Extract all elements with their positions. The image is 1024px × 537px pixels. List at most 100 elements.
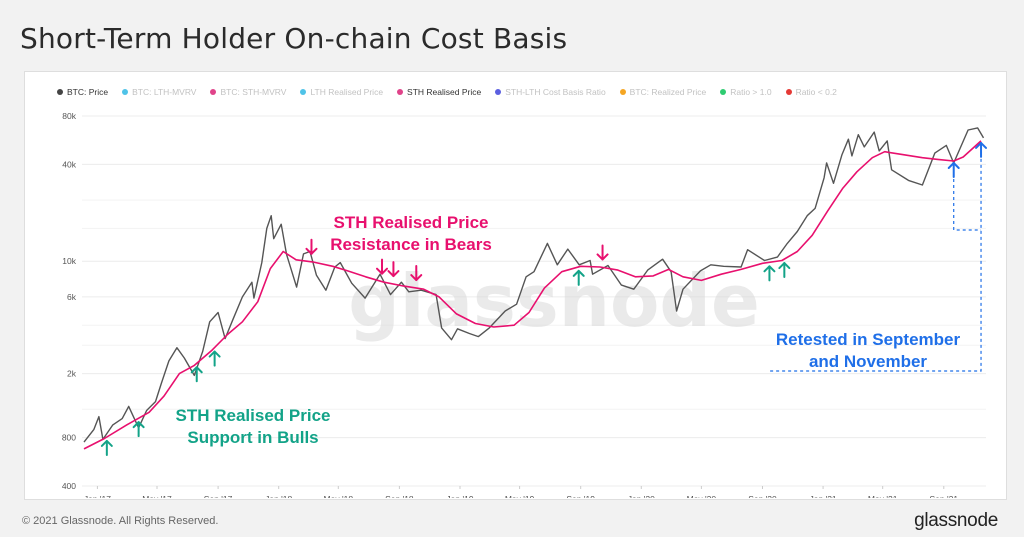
legend-dot-icon — [785, 89, 792, 95]
btc-price-line — [83, 127, 985, 443]
btc-price-point — [796, 231, 798, 233]
arrow-head — [208, 350, 221, 358]
legend-item[interactable]: BTC: STH-MVRV — [210, 87, 286, 97]
y-tick-label: 400 — [62, 481, 76, 491]
btc-price-point — [217, 312, 219, 314]
btc-price-point — [547, 243, 549, 245]
sth-price-point — [83, 448, 85, 450]
sth-price-point — [856, 171, 858, 173]
arrow-head — [596, 253, 609, 261]
arrow-head — [572, 269, 585, 277]
sth-price-point — [269, 268, 271, 270]
sth-price-point — [922, 157, 924, 159]
btc-price-point — [967, 129, 969, 131]
btc-price-point — [83, 441, 85, 443]
sth-price-point — [148, 411, 150, 413]
legend-item[interactable]: Ratio < 0.2 — [785, 87, 837, 97]
btc-price-point — [851, 155, 853, 157]
legend-label: BTC: LTH-MVRV — [132, 87, 197, 97]
btc-price-point — [556, 264, 558, 266]
arrow-head — [100, 439, 113, 447]
sth-price-point — [474, 323, 476, 325]
support-arrow-icon — [572, 269, 585, 286]
y-tick-label: 80k — [62, 111, 76, 121]
arrow-head — [190, 366, 203, 374]
sth-price-point — [513, 324, 515, 326]
btc-price-point — [128, 406, 130, 408]
x-tick-label: Sep '18 — [385, 494, 414, 498]
btc-price-point — [747, 249, 749, 251]
sth-price-point — [953, 160, 955, 162]
legend-item[interactable]: STH Realised Price — [397, 87, 481, 97]
btc-price-point — [764, 260, 766, 262]
btc-price-point — [202, 350, 204, 352]
btc-price-point — [451, 339, 453, 341]
btc-price-point — [183, 357, 185, 359]
btc-price-point — [280, 223, 282, 225]
sth-price-point — [962, 156, 964, 158]
legend-item[interactable]: BTC: Price — [57, 87, 108, 97]
btc-price-point — [390, 294, 392, 296]
btc-price-point — [886, 140, 888, 142]
chart-panel: BTC: Price BTC: LTH-MVRV BTC: STH-MVRV LTH … — [24, 71, 1007, 500]
y-tick-label: 6k — [67, 292, 77, 302]
btc-price-point — [146, 410, 148, 412]
x-tick-label: Sep '19 — [566, 494, 595, 498]
sth-price-point — [740, 268, 742, 270]
btc-price-point — [662, 258, 664, 260]
sth-price-point — [383, 281, 385, 283]
sth-price-point — [365, 276, 367, 278]
sth-price-point — [178, 373, 180, 375]
sth-price-point — [811, 234, 813, 236]
sth-price-point — [937, 158, 939, 160]
btc-price-point — [857, 134, 859, 136]
annotation-text: STH Realised Price — [176, 406, 331, 425]
legend-item[interactable]: BTC: Realized Price — [619, 87, 706, 97]
copyright-text: © 2021 Glassnode. All Rights Reserved. — [22, 515, 219, 527]
legend-item[interactable]: Ratio > 1.0 — [720, 87, 772, 97]
sth-price-point — [668, 268, 670, 270]
sth-price-point — [599, 266, 601, 268]
sth-price-point — [456, 313, 458, 315]
btc-price-point — [814, 208, 816, 210]
resistance-arrow-icon — [410, 265, 423, 282]
btc-price-point — [253, 297, 255, 299]
btc-price-point — [339, 262, 341, 264]
btc-price-point — [983, 137, 985, 139]
legend-dot-icon — [300, 89, 307, 95]
btc-price-point — [303, 253, 305, 255]
sth-price-point — [902, 154, 904, 156]
x-tick-label: Jan '21 — [810, 494, 837, 498]
arrow-head — [778, 262, 791, 270]
support-arrow-icon — [208, 350, 221, 367]
btc-price-point — [504, 310, 506, 312]
btc-price-point — [621, 284, 623, 286]
btc-price-point — [710, 264, 712, 266]
btc-price-point — [209, 321, 211, 323]
btc-price-point — [647, 269, 649, 271]
sth-price-point — [332, 265, 334, 267]
btc-price-point — [168, 360, 170, 362]
x-tick-label: Jan '19 — [446, 494, 473, 498]
legend-item[interactable]: STH-LTH Cost Basis Ratio — [495, 87, 606, 97]
arrow-head — [132, 421, 145, 429]
btc-price-point — [578, 264, 580, 266]
btc-price-point — [121, 418, 123, 420]
sth-price-point — [438, 296, 440, 298]
arrow-head — [305, 247, 318, 255]
btc-price-point — [589, 260, 591, 262]
resistance-arrow-icon — [376, 258, 389, 275]
x-tick-label: Jan '20 — [628, 494, 655, 498]
legend-dot-icon — [495, 89, 502, 95]
sth-price-point — [257, 301, 259, 303]
sth-price-point — [796, 251, 798, 253]
btc-price-point — [516, 303, 518, 305]
btc-price-point — [945, 145, 947, 147]
annotation-text: STH Realised Price — [334, 213, 489, 232]
x-tick-label: May '21 — [868, 494, 898, 498]
legend-item[interactable]: BTC: LTH-MVRV — [122, 87, 196, 97]
legend-item[interactable]: LTH Realised Price — [300, 87, 383, 97]
sth-price-point — [842, 187, 844, 189]
arrow-head — [947, 161, 960, 169]
page-title: Short-Term Holder On-chain Cost Basis — [20, 22, 568, 55]
